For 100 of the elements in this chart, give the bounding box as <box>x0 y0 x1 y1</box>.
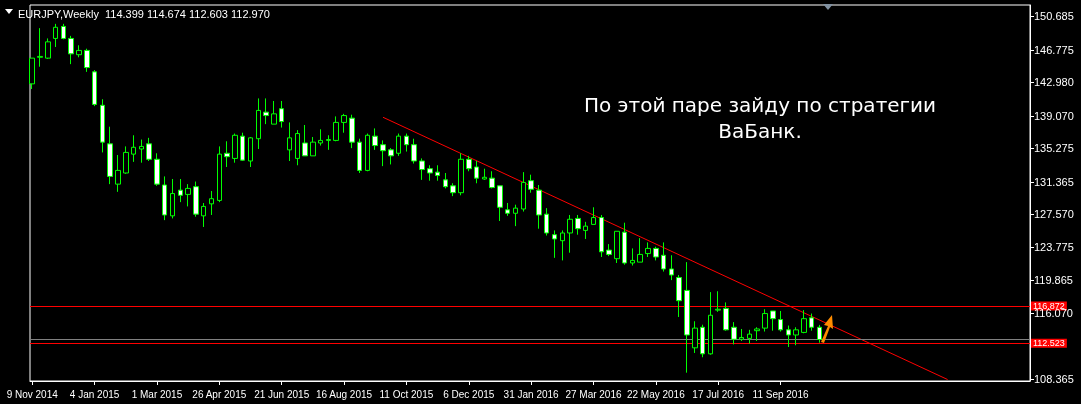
candlestick <box>443 172 448 189</box>
y-tick-label: 150.685 <box>1034 10 1074 23</box>
candlestick <box>505 202 510 217</box>
candlestick <box>388 147 394 165</box>
candlestick <box>560 229 565 261</box>
candlestick <box>653 246 659 261</box>
x-tick-label: 11 Oct 2015 <box>379 388 434 400</box>
candlestick <box>731 321 737 345</box>
annotation: По этой паре зайду по стратегии ВаБанк. <box>582 92 938 144</box>
candlestick <box>645 241 651 258</box>
candlestick <box>606 243 612 257</box>
y-tick-label: 119.865 <box>1034 274 1073 287</box>
x-tick-label: 22 May 2016 <box>626 388 686 400</box>
candlestick <box>599 214 604 258</box>
candlestick <box>318 128 323 147</box>
chart-title: EURJPY,Weekly 114.399 114.674 112.603 112.970 <box>18 7 270 20</box>
candlestick <box>68 35 74 65</box>
candlestick <box>170 178 175 219</box>
candlestick <box>575 214 581 236</box>
x-tick-label: 17 Jul 2016 <box>692 388 745 400</box>
y-tick-label: 139.070 <box>1034 109 1074 122</box>
candlestick <box>372 127 378 151</box>
candlestick <box>482 168 487 181</box>
candlestick <box>817 324 822 344</box>
candlestick <box>739 328 744 342</box>
y-tick-label: 127.570 <box>1034 208 1074 221</box>
candlestick <box>279 100 284 129</box>
candlestick <box>271 100 277 125</box>
y-tick-label: 135.275 <box>1034 142 1074 155</box>
candlestick <box>778 310 783 333</box>
candlestick <box>404 133 409 153</box>
candlestick <box>45 37 51 60</box>
x-tick-label: 26 Apr 2015 <box>192 388 247 400</box>
candlestick <box>162 175 167 221</box>
candlestick <box>115 154 121 193</box>
y-tick-label: 108.365 <box>1034 372 1074 385</box>
candlestick <box>123 145 129 175</box>
candlestick <box>185 183 191 207</box>
candlestick <box>263 97 269 125</box>
candlestick <box>747 329 752 345</box>
candlestick <box>178 178 183 203</box>
candlestick <box>256 97 261 150</box>
x-tick-label: 11 Sep 2016 <box>752 388 809 400</box>
candlestick <box>310 136 316 157</box>
candlestick <box>661 241 666 273</box>
candlestick <box>240 132 245 162</box>
candlestick <box>622 222 627 266</box>
candlestick <box>326 134 331 151</box>
candlestick <box>131 134 136 163</box>
candlestick <box>458 152 464 196</box>
candlestick <box>474 160 479 184</box>
candlestick <box>29 57 35 90</box>
candlestick <box>536 184 542 230</box>
candlestick <box>193 181 199 218</box>
candlestick <box>380 139 386 167</box>
x-tick-label: 1 Mar 2015 <box>131 388 183 400</box>
candlestick <box>217 145 222 203</box>
candlestick <box>100 98 105 153</box>
candlestick <box>201 202 206 228</box>
candlestick <box>801 309 807 334</box>
candlestick <box>37 27 43 68</box>
candlestick <box>684 261 690 374</box>
candlestick <box>427 164 433 182</box>
x-tick-label: 31 Jan 2016 <box>503 388 560 400</box>
candlestick <box>411 138 417 165</box>
candlestick <box>396 133 401 157</box>
candlestick <box>754 326 760 342</box>
candlestick <box>715 290 721 313</box>
candlestick <box>700 324 705 358</box>
candlestick <box>209 190 214 216</box>
candlestick <box>450 182 456 197</box>
y-tick-label: 131.365 <box>1034 175 1074 188</box>
candlestick <box>637 237 643 263</box>
candlestick <box>614 230 620 264</box>
candlestick <box>333 115 339 142</box>
candlestick <box>762 308 768 333</box>
x-tick-label: 4 Jan 2015 <box>69 388 120 400</box>
y-tick-label: 146.775 <box>1034 43 1074 56</box>
candlestick <box>708 291 713 356</box>
candlestick <box>139 139 144 164</box>
candlestick <box>809 313 814 332</box>
candlestick <box>365 133 370 172</box>
x-tick-label: 9 Nov 2014 <box>6 388 59 400</box>
candlestick <box>793 326 799 346</box>
candlestick <box>630 247 635 267</box>
candlestick <box>513 204 518 227</box>
candlestick <box>107 126 113 185</box>
candlestick <box>770 310 776 332</box>
candlestick <box>497 185 503 222</box>
candlestick <box>723 301 729 332</box>
candlestick <box>489 170 495 189</box>
candlestick <box>146 137 152 162</box>
candlestick <box>92 69 97 107</box>
candlestick <box>302 124 308 157</box>
x-tick-label: 6 Dec 2015 <box>443 388 495 400</box>
x-tick-label: 21 Jun 2015 <box>254 388 310 400</box>
candlestick <box>521 171 526 213</box>
candlestick <box>435 164 440 182</box>
y-tick-label: 142.980 <box>1034 76 1074 89</box>
y-tick-label: 123.775 <box>1034 240 1074 253</box>
